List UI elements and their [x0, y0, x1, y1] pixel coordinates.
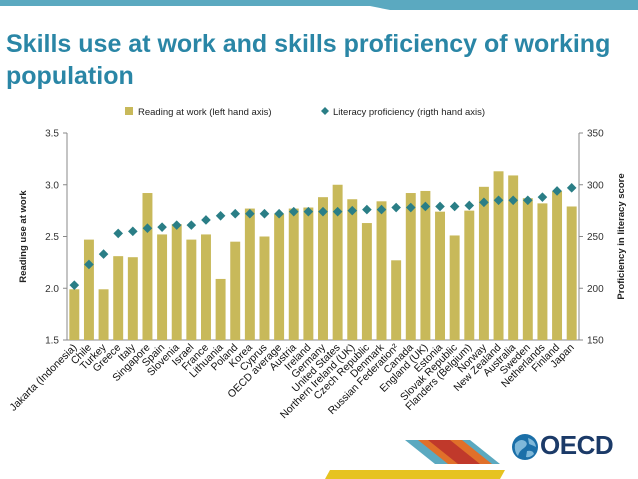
bar [127, 257, 138, 340]
bar [113, 256, 124, 340]
marker-point [347, 205, 358, 216]
marker-point [362, 204, 372, 215]
marker-point [464, 200, 475, 211]
legend-label-bar: Reading at work (left hand axis) [138, 107, 272, 118]
bar [200, 234, 211, 340]
top-decorative-band [0, 0, 638, 10]
bar [244, 208, 255, 340]
marker-point [128, 226, 138, 237]
bar [69, 289, 80, 340]
marker-point [566, 183, 577, 193]
left-tick-label: 1.5 [45, 336, 59, 347]
y-axis-title: Reading use at work [18, 190, 29, 283]
bar [537, 203, 548, 340]
bar [391, 260, 402, 340]
globe-icon [512, 434, 538, 460]
bar [376, 201, 387, 340]
marker-point [449, 201, 460, 212]
bar [186, 239, 197, 340]
marker-point [186, 220, 197, 230]
marker-point [230, 208, 241, 219]
marker-point [201, 215, 211, 225]
bar [171, 224, 182, 340]
bar [98, 289, 109, 340]
marker-point [245, 208, 255, 219]
right-tick-label: 300 [587, 180, 604, 191]
bar [347, 199, 358, 340]
marker-point [405, 202, 416, 213]
legend-swatch-bar [125, 107, 133, 115]
marker-point [376, 204, 387, 215]
legend-swatch-marker [321, 107, 329, 115]
left-tick-label: 2.5 [45, 232, 59, 243]
bar [259, 236, 270, 340]
bar [493, 171, 504, 340]
oecd-logo: OECD [510, 428, 630, 464]
marker-point [215, 211, 226, 221]
bar [332, 184, 343, 340]
x-tick-label: Jakarta (Indonesia) [7, 342, 79, 414]
bar [566, 206, 577, 340]
bottom-band-red [428, 440, 480, 464]
left-tick-label: 3.5 [45, 129, 59, 140]
bar [230, 241, 241, 340]
top-band-shape [0, 0, 638, 10]
bar [420, 190, 431, 340]
marker-point [537, 192, 548, 202]
marker-point [288, 206, 299, 217]
bar [478, 186, 489, 340]
marker-point [259, 208, 270, 219]
page-title: Skills use at work and skills proficienc… [6, 30, 611, 90]
legend-label-marker: Literacy proficiency (rigth hand axis) [333, 107, 485, 118]
marker-point [479, 197, 489, 208]
marker-point [435, 201, 445, 212]
marker-point [391, 202, 401, 213]
marker-point [113, 228, 123, 239]
marker-point [318, 206, 328, 217]
bar [142, 193, 153, 340]
left-tick-label: 3.0 [45, 180, 59, 191]
bar [522, 198, 533, 340]
marker-point [157, 222, 167, 232]
bar [405, 193, 416, 340]
right-tick-label: 350 [587, 129, 604, 140]
bar [508, 175, 519, 340]
right-tick-label: 150 [587, 336, 604, 347]
marker-point [332, 206, 343, 217]
marker-point [493, 195, 504, 206]
bar [449, 235, 460, 340]
bar [318, 197, 328, 340]
bar [83, 239, 94, 340]
marker-point [171, 220, 182, 230]
bar [464, 210, 475, 340]
bar [274, 213, 285, 340]
bar [157, 234, 168, 340]
marker-point [552, 186, 562, 196]
marker-point [420, 201, 431, 212]
oecd-logo-text: OECD [540, 430, 614, 460]
marker-point [142, 223, 153, 234]
bar [435, 211, 446, 340]
bar [552, 190, 563, 340]
bar [361, 223, 372, 340]
marker-point [98, 249, 109, 259]
y2-axis-title: Proficiency in literacy score [616, 173, 627, 299]
marker-point [84, 259, 94, 270]
marker-point [274, 208, 284, 219]
right-tick-label: 250 [587, 232, 604, 243]
marker-point [508, 195, 518, 206]
marker-point [69, 280, 80, 290]
bar [303, 207, 314, 340]
bar [215, 278, 226, 340]
right-tick-label: 200 [587, 284, 604, 295]
marker-point [523, 195, 533, 206]
left-tick-label: 2.0 [45, 284, 59, 295]
marker-point [303, 206, 314, 217]
bottom-band-yellow [325, 470, 505, 479]
bar [288, 208, 299, 340]
